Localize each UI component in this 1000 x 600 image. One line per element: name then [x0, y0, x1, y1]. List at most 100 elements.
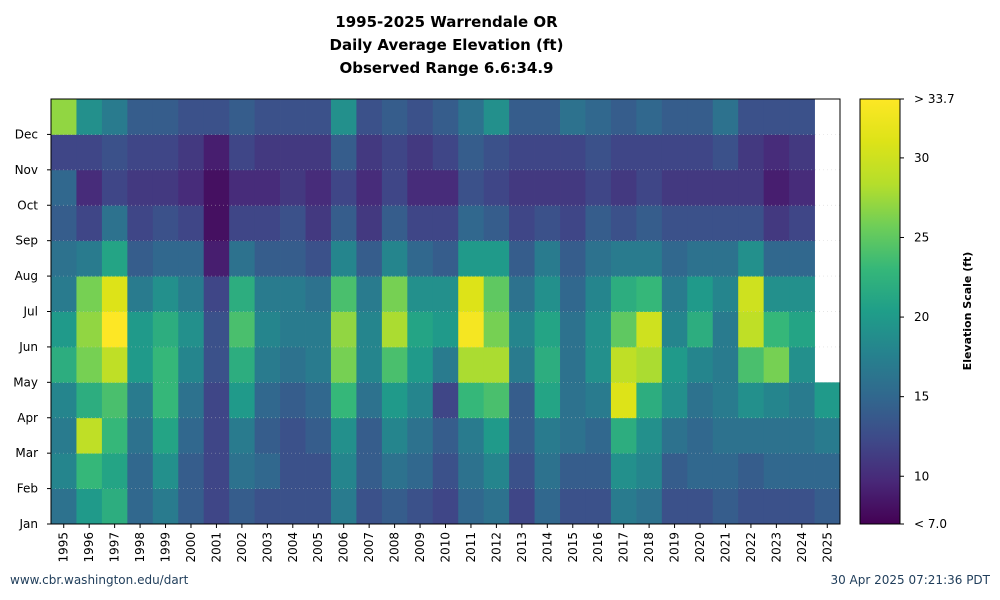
heatmap-cell	[178, 276, 205, 312]
heatmap-cell	[560, 453, 586, 489]
heatmap-cell	[432, 99, 459, 135]
heatmap-cell	[203, 488, 230, 525]
heatmap-cell	[101, 382, 128, 419]
heatmap-cell	[305, 169, 332, 206]
x-tick-label: 2012	[489, 532, 503, 563]
heatmap-cell	[636, 311, 663, 348]
heatmap-cell	[458, 346, 485, 383]
heatmap-cell	[407, 382, 434, 419]
heatmap-cell	[178, 417, 205, 454]
heatmap-cell	[280, 417, 306, 454]
heatmap-cell	[712, 169, 739, 206]
y-tick-label: Oct	[17, 198, 38, 212]
heatmap-cell	[585, 382, 612, 419]
x-tick-label: 2010	[439, 532, 453, 563]
heatmap-cell	[636, 453, 663, 489]
heatmap-cell	[610, 417, 637, 454]
heatmap-cell	[636, 99, 663, 135]
footer-timestamp: 30 Apr 2025 07:21:36 PDT	[830, 573, 990, 587]
heatmap-cell	[178, 382, 205, 419]
heatmap-cell	[203, 417, 230, 454]
x-tick-label: 2023	[769, 532, 783, 563]
heatmap-cell	[280, 346, 306, 383]
heatmap-cell	[560, 311, 586, 348]
heatmap-cell	[254, 276, 281, 312]
heatmap-cell	[458, 169, 485, 206]
heatmap-cell	[152, 134, 179, 171]
heatmap-cell	[381, 417, 408, 454]
heatmap-cell	[152, 488, 179, 525]
heatmap-cell	[483, 346, 510, 383]
heatmap-cell	[280, 205, 306, 242]
heatmap-cell	[203, 240, 230, 277]
heatmap-cell	[661, 488, 688, 525]
x-tick-label: 1998	[133, 532, 147, 563]
heatmap-cell	[76, 99, 103, 135]
heatmap-cell	[152, 382, 179, 419]
x-tick-label: 2021	[718, 532, 732, 563]
heatmap-cell	[687, 417, 714, 454]
x-tick-label: 2022	[744, 532, 758, 563]
heatmap-cell	[178, 453, 205, 489]
heatmap-cell	[76, 453, 103, 489]
y-tick-label: Nov	[15, 163, 38, 177]
footer-source[interactable]: www.cbr.washington.edu/dart	[10, 573, 189, 587]
heatmap-cell	[763, 134, 790, 171]
heatmap-cell	[738, 346, 765, 383]
heatmap-cell	[407, 276, 434, 312]
heatmap-cell	[305, 417, 332, 454]
heatmap-cell	[330, 346, 357, 383]
heatmap-cell	[407, 169, 434, 206]
heatmap-cell	[509, 417, 535, 454]
heatmap-cell	[330, 169, 357, 206]
heatmap-cell	[51, 382, 77, 419]
chart-title-line-1: 1995-2025 Warrendale OR	[335, 13, 558, 31]
heatmap-cell	[101, 169, 128, 206]
heatmap-cell	[229, 205, 256, 242]
colorbar: < 7.0 10 15 20 25 30 > 33.7 Elevation Scale (f…	[859, 92, 974, 531]
heatmap-cell	[534, 240, 561, 277]
colorbar-label: Elevation Scale (ft)	[961, 252, 974, 371]
heatmap-cell	[763, 240, 790, 277]
heatmap-cell	[127, 99, 154, 135]
heatmap-cell	[789, 346, 815, 383]
heatmap-cell	[814, 382, 841, 419]
heatmap-cell	[636, 417, 663, 454]
heatmap-cell	[585, 346, 612, 383]
heatmap-cell	[534, 99, 561, 135]
x-tick-label: 2024	[795, 532, 809, 563]
heatmap-cell	[560, 488, 586, 525]
colorbar-tick-label: < 7.0	[914, 517, 947, 531]
heatmap-cell	[305, 311, 332, 348]
heatmap-cell	[687, 382, 714, 419]
heatmap-cell	[280, 453, 306, 489]
heatmap-cell	[661, 346, 688, 383]
heatmap-cell	[254, 240, 281, 277]
heatmap-cell	[432, 276, 459, 312]
heatmap-cell	[280, 240, 306, 277]
heatmap-cell	[432, 169, 459, 206]
heatmap-cell	[178, 205, 205, 242]
heatmap-cell	[178, 488, 205, 525]
heatmap-cell	[203, 453, 230, 489]
x-tick-label: 1995	[57, 532, 71, 563]
heatmap-cell	[51, 276, 77, 312]
heatmap-cell	[432, 205, 459, 242]
heatmap-cell	[305, 134, 332, 171]
heatmap-cell	[356, 240, 383, 277]
heatmap-cell	[814, 488, 841, 525]
heatmap-cell	[763, 99, 790, 135]
heatmap-cell	[305, 382, 332, 419]
heatmap-cell	[152, 276, 179, 312]
heatmap-cell	[229, 346, 256, 383]
heatmap-cell	[534, 169, 561, 206]
heatmap-cell	[738, 240, 765, 277]
heatmap-cell	[814, 453, 841, 489]
heatmap-cell	[381, 382, 408, 419]
heatmap-cell	[738, 417, 765, 454]
heatmap-cell	[789, 276, 815, 312]
heatmap-cell	[356, 417, 383, 454]
heatmap-cell	[534, 205, 561, 242]
heatmap-cell	[636, 488, 663, 525]
